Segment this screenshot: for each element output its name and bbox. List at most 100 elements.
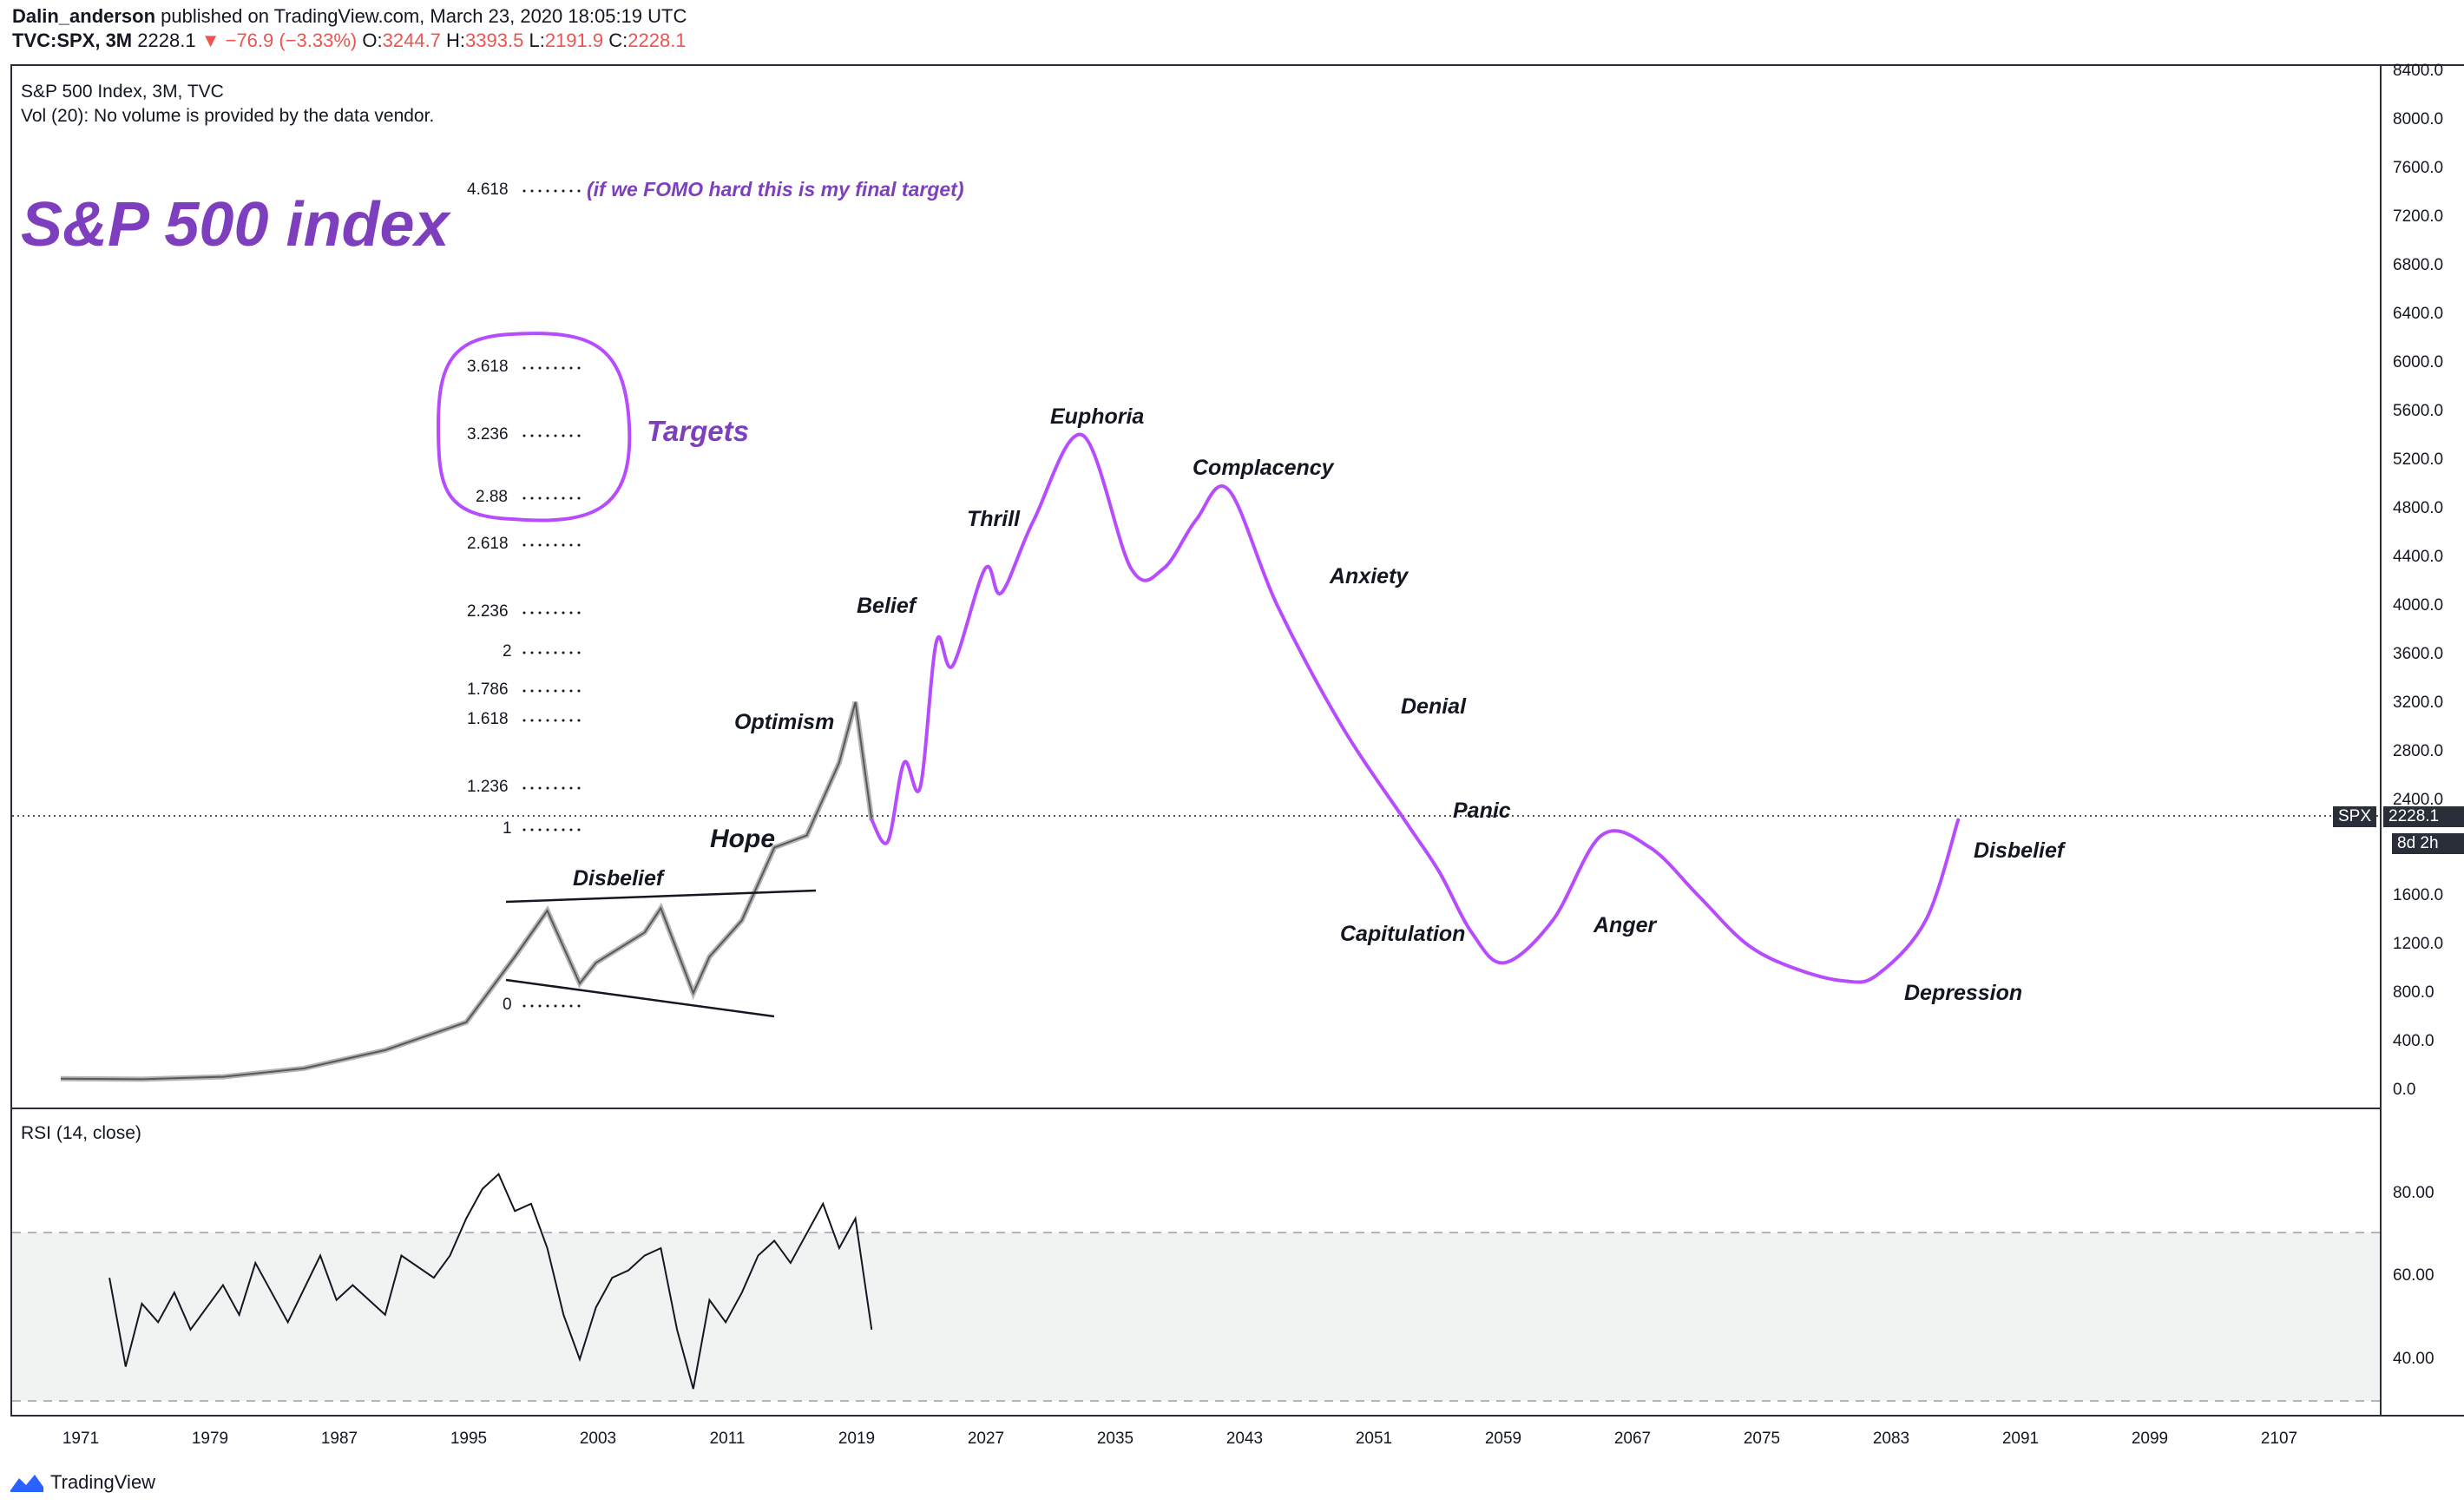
fib-dot: [530, 786, 534, 790]
fib-dot: [546, 689, 549, 693]
rsi-axis-label: 60.00: [2393, 1266, 2434, 1285]
fib-dot: [530, 828, 534, 832]
fib-dot: [562, 366, 565, 370]
fib-dot: [522, 611, 526, 615]
phase-thrill[interactable]: Thrill: [967, 507, 1021, 531]
phase-disbelief-1[interactable]: Disbelief: [573, 866, 664, 891]
phase-disbelief-2[interactable]: Disbelief: [1974, 838, 2065, 863]
fib-dot: [546, 434, 549, 437]
time-axis-label: 1995: [450, 1430, 488, 1448]
fib-dot: [577, 786, 581, 790]
fib-level-1-786: 1.786: [467, 680, 509, 699]
time-axis-label: 2083: [1872, 1430, 1910, 1448]
price-axis-label: 4800.0: [2393, 499, 2444, 517]
fib-dot: [546, 366, 549, 370]
fib-dot: [538, 543, 542, 547]
volume-legend[interactable]: Vol (20): No volume is provided by the d…: [21, 106, 435, 126]
phase-capitulation[interactable]: Capitulation: [1340, 922, 1466, 946]
phase-anger[interactable]: Anger: [1593, 913, 1657, 937]
fib-level-3-618: 3.618: [467, 358, 509, 376]
fib-dot: [538, 689, 542, 693]
phase-belief[interactable]: Belief: [857, 594, 917, 618]
time-axis-label: 2035: [1096, 1430, 1134, 1448]
fomo-note-annotation[interactable]: (if we FOMO hard this is my final target…: [587, 178, 964, 201]
fib-level-2-618: 2.618: [467, 535, 509, 553]
fib-dot: [530, 689, 534, 693]
fib-dot: [554, 719, 557, 722]
fib-level-2-88: 2.88: [476, 488, 508, 506]
price-change: −76.9 (−3.33%): [225, 30, 358, 51]
publish-text: published on TradingView.com, March 23, …: [161, 5, 687, 27]
rsi-axis-label: 80.00: [2393, 1184, 2434, 1202]
phase-panic[interactable]: Panic: [1453, 799, 1511, 823]
fib-level-0: 0: [503, 996, 512, 1014]
fib-dot: [562, 1004, 565, 1008]
price-scale[interactable]: [2382, 64, 2464, 1417]
historical-candles: [61, 700, 875, 1082]
fib-dot: [554, 543, 557, 547]
fib-dot: [546, 1004, 549, 1008]
rsi-legend[interactable]: RSI (14, close): [21, 1123, 141, 1143]
fib-dot: [538, 434, 542, 437]
targets-circle: [436, 332, 632, 523]
open-label: O:: [362, 30, 383, 51]
main-chart-pane[interactable]: [10, 64, 2382, 1108]
price-axis-label: 800.0: [2393, 983, 2434, 1002]
fib-dot: [546, 828, 549, 832]
symbol-price-tag[interactable]: SPX: [2333, 806, 2377, 827]
rsi-axis-label: 40.00: [2393, 1350, 2434, 1368]
phase-denial[interactable]: Denial: [1401, 694, 1467, 719]
series-legend[interactable]: S&P 500 Index, 3M, TVC: [21, 82, 224, 102]
phase-anxiety[interactable]: Anxiety: [1330, 564, 1409, 588]
phase-complacency[interactable]: Complacency: [1193, 456, 1334, 480]
fib-dot: [530, 719, 534, 722]
fib-dot: [546, 651, 549, 654]
time-axis-label: 2107: [2260, 1430, 2298, 1448]
rsi-pane[interactable]: [10, 1108, 2382, 1417]
fib-dot: [538, 366, 542, 370]
author-name[interactable]: Dalin_anderson: [12, 5, 156, 27]
fib-dot: [546, 189, 549, 193]
time-axis-label: 2011: [709, 1430, 746, 1448]
fib-dot: [546, 719, 549, 722]
symbol-label: TVC:SPX, 3M: [12, 30, 133, 51]
price-axis-label: 5600.0: [2393, 402, 2444, 420]
fib-dot: [530, 434, 534, 437]
phase-euphoria[interactable]: Euphoria: [1050, 404, 1145, 429]
tradingview-footer[interactable]: TradingView: [9, 1471, 155, 1494]
last-price-tag[interactable]: 2228.1: [2383, 806, 2464, 827]
high-value: 3393.5: [465, 30, 524, 51]
phase-hope[interactable]: Hope: [710, 825, 775, 853]
fib-dot: [577, 611, 581, 615]
price-axis-label: 6000.0: [2393, 353, 2444, 371]
ohlc-bar: TVC:SPX, 3M 2228.1 ▼ −76.9 (−3.33%) O:32…: [12, 30, 687, 52]
fib-dot: [562, 786, 565, 790]
fib-dot: [569, 543, 573, 547]
countdown-tag: 8d 2h: [2392, 833, 2464, 854]
fib-dot: [522, 434, 526, 437]
rsi-series: [108, 1172, 873, 1390]
fib-dot: [569, 611, 573, 615]
brand-name: TradingView: [50, 1471, 156, 1493]
fib-dot: [577, 1004, 581, 1008]
fib-dot: [577, 543, 581, 547]
fib-dot: [530, 543, 534, 547]
fib-dot: [522, 719, 526, 722]
fib-dot: [522, 651, 526, 654]
price-axis-label: 0.0: [2393, 1081, 2416, 1099]
time-axis-label: 2051: [1355, 1430, 1393, 1448]
fib-dot: [562, 611, 565, 615]
phase-optimism[interactable]: Optimism: [734, 710, 835, 734]
fib-dot: [546, 786, 549, 790]
phase-depression[interactable]: Depression: [1904, 981, 2023, 1005]
last-price: 2228.1: [137, 30, 196, 51]
time-axis-label: 2099: [2131, 1430, 2169, 1448]
price-axis-label: 400.0: [2393, 1032, 2434, 1050]
chart-title-annotation[interactable]: S&P 500 index: [21, 190, 450, 260]
fib-dot: [554, 434, 557, 437]
targets-annotation[interactable]: Targets: [647, 415, 749, 447]
fib-dot: [522, 496, 526, 500]
fib-dot: [577, 189, 581, 193]
fib-dot: [569, 786, 573, 790]
